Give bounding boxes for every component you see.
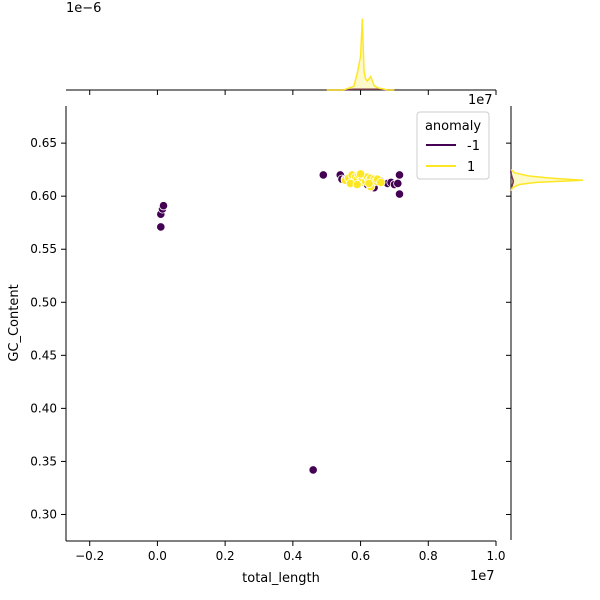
y-axis-ticks: 0.30 0.35 0.40 0.45 0.50 0.55 0.60 0.65 xyxy=(30,136,66,521)
top-marginal-scale-label: 1e−6 xyxy=(66,1,101,16)
point-anomaly-neg1 xyxy=(394,189,405,199)
x-tick-label: 0.2 xyxy=(216,549,235,563)
point-anomaly-neg1 xyxy=(318,170,328,180)
x-tick-label: 0.0 xyxy=(148,549,167,563)
legend-label-pos1: 1 xyxy=(467,160,475,175)
x-tick-label: 0.6 xyxy=(351,549,370,563)
x-tick-label: 1.0 xyxy=(486,549,505,563)
point-anomaly-pos1 xyxy=(364,178,374,189)
x-axis-label: total_length xyxy=(242,571,320,586)
x-tick-label: −0.2 xyxy=(75,549,104,563)
x-axis-ticks: −0.2 0.0 0.2 0.4 0.6 0.8 1.0 xyxy=(75,541,506,563)
x-axis-scale-label: 1e7 xyxy=(470,569,495,584)
point-anomaly-neg1 xyxy=(394,170,405,180)
top-marginal-kde xyxy=(326,18,395,91)
main-plot: −0.2 0.0 0.2 0.4 0.6 0.8 1.0 0.300.350.400.450… xyxy=(7,106,506,586)
right-marginal-scale-label: 1e7 xyxy=(468,93,493,108)
y-tick-label: 0.50 xyxy=(30,295,57,309)
right-marginal-ticks xyxy=(506,142,511,515)
top-kde-fill-pos1 xyxy=(326,18,395,90)
right-kde-line-neg1 xyxy=(510,169,514,192)
legend: anomaly -1 1 xyxy=(416,111,490,180)
right-kde-line-pos1 xyxy=(510,169,584,192)
y-tick-label: 0.40 xyxy=(30,401,57,415)
y-tick-label: 0.55 xyxy=(30,242,57,256)
point-anomaly-neg1 xyxy=(158,201,169,211)
legend-label-neg1: -1 xyxy=(467,139,480,154)
y-axis-label: GC_Content xyxy=(7,284,22,361)
right-kde-fill-pos1 xyxy=(511,169,583,191)
point-anomaly-pos1 xyxy=(376,177,386,187)
point-anomaly-neg1 xyxy=(308,465,318,475)
top-kde-line-pos1 xyxy=(326,18,395,91)
point-anomaly-neg1 xyxy=(156,222,166,232)
point-anomaly-pos1 xyxy=(355,169,366,179)
x-tick-label: 0.4 xyxy=(283,549,302,563)
top-marginal: 1e−6 xyxy=(66,1,497,95)
point-anomaly-pos1 xyxy=(352,179,362,190)
y-tick-label: 0.60 xyxy=(30,189,57,203)
top-kde-line-neg1 xyxy=(326,88,395,91)
point-anomaly-neg1 xyxy=(393,178,403,189)
right-marginal: 1e7 xyxy=(468,93,584,540)
y-tick-label: 0.65 xyxy=(30,136,57,150)
y-tick-label: 0.45 xyxy=(30,348,57,362)
right-marginal-kde xyxy=(510,169,584,192)
y-tick-label: 0.30 xyxy=(30,507,57,521)
x-tick-label: 0.8 xyxy=(419,549,438,563)
scatter-points xyxy=(156,169,405,475)
legend-title: anomaly xyxy=(425,119,481,134)
top-marginal-ticks xyxy=(89,90,497,95)
y-tick-label: 0.35 xyxy=(30,454,57,468)
